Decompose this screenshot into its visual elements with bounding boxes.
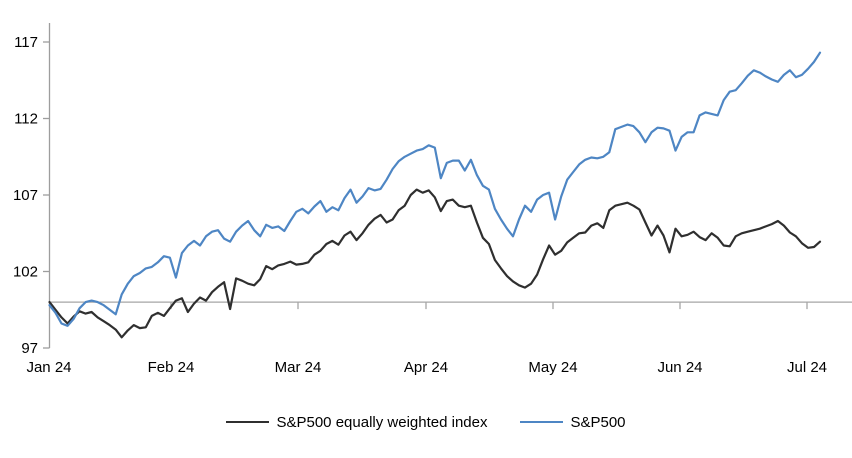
y-tick-label: 107 [13, 187, 38, 204]
y-tick-label: 117 [14, 34, 38, 51]
y-tick-label: 102 [13, 264, 38, 281]
x-tick-label: Jul 24 [787, 359, 827, 376]
x-tick-label: Feb 24 [148, 359, 195, 376]
equal-weighted-line-swatch [226, 420, 270, 424]
legend-label-sp500: S&P500 [570, 413, 626, 431]
legend-item-sp500: S&P500 [520, 413, 626, 431]
y-tick-label: 97 [21, 340, 38, 357]
x-tick-label: May 24 [528, 359, 577, 376]
legend-label-equal-weighted: S&P500 equally weighted index [276, 413, 488, 431]
x-tick-label: Jun 24 [657, 359, 702, 376]
x-tick-label: Mar 24 [275, 359, 322, 376]
legend-item-equal-weighted: S&P500 equally weighted index [226, 414, 487, 431]
sp500-line-swatch [520, 420, 564, 424]
x-tick-label: Apr 24 [404, 359, 448, 376]
equal-weighted-index-line [48, 188, 822, 339]
chart-legend: S&P500 equally weighted index S&P500 [0, 412, 852, 432]
sp500-line [48, 51, 822, 327]
x-tick-label: Jan 24 [26, 359, 71, 376]
y-tick-label: 112 [14, 111, 38, 128]
